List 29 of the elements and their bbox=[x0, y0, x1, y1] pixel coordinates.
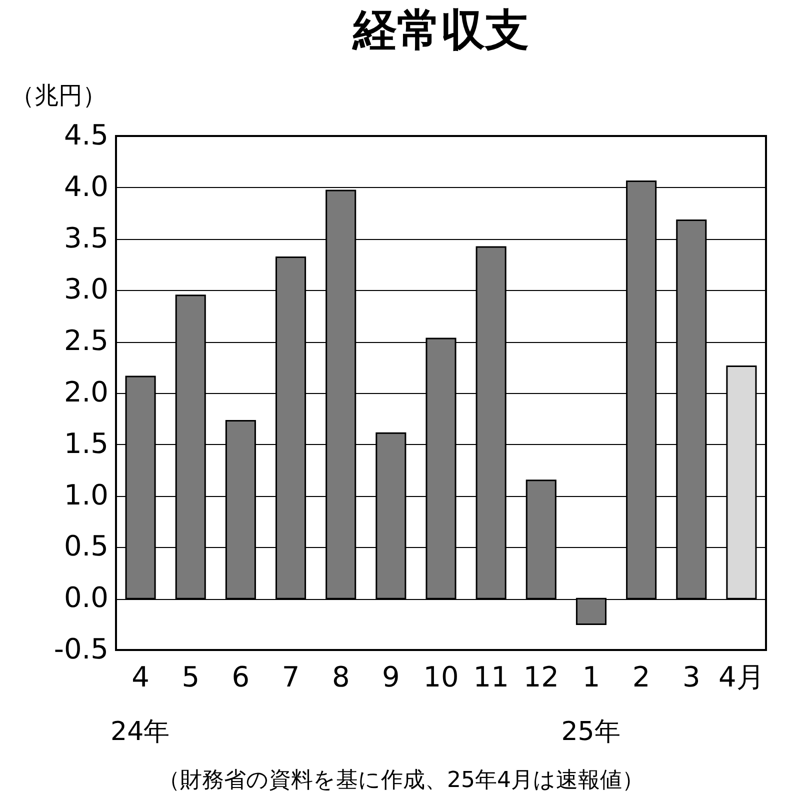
text: 24年 bbox=[110, 717, 170, 747]
x-tick-label: 1 bbox=[582, 660, 600, 694]
y-tick-label: 1.5 bbox=[64, 426, 108, 460]
x-tick-label: 11 bbox=[473, 660, 509, 694]
x-tick-label: 10 bbox=[423, 660, 459, 694]
y-tick-label: 2.0 bbox=[64, 376, 108, 408]
x-tick-label: 7 bbox=[282, 660, 300, 694]
y-tick-label: -0.5 bbox=[54, 632, 108, 666]
x-tick-label: 5 bbox=[182, 660, 200, 694]
y-tick-label: 0.0 bbox=[64, 581, 108, 614]
x-tick-label: 9 bbox=[382, 660, 400, 694]
text: 25年 bbox=[561, 717, 620, 747]
x-tick-label: 4 bbox=[132, 660, 150, 694]
y-tick-label: 3.0 bbox=[64, 272, 108, 306]
x-tick-label: 6 bbox=[232, 660, 250, 694]
x-tick-label: 4月 bbox=[718, 660, 764, 694]
y-tick-label: 1.0 bbox=[64, 478, 108, 512]
x-tick-label: 8 bbox=[332, 660, 350, 694]
y-tick-label: 0.5 bbox=[64, 530, 108, 563]
y-tick-label: 4.0 bbox=[64, 170, 108, 203]
x-tick-label: 12 bbox=[523, 660, 559, 694]
y-tick-label: 2.5 bbox=[64, 324, 108, 358]
y-tick-label: 3.5 bbox=[64, 221, 108, 254]
y-axis-title: （兆円） bbox=[10, 82, 106, 110]
y-tick-label: 4.5 bbox=[64, 118, 108, 152]
chart-title: 経常収支 bbox=[351, 5, 529, 56]
x-tick-label: 2 bbox=[632, 660, 650, 694]
x-tick-label: 3 bbox=[682, 660, 700, 694]
text: （財務省の資料を基に作成、25年4月は速報値） bbox=[158, 768, 644, 793]
